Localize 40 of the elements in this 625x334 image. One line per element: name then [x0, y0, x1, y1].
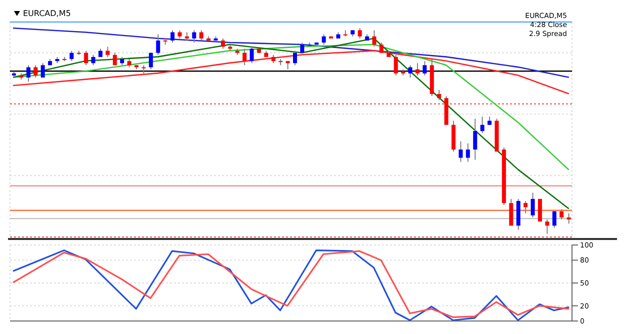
candlestick [250, 46, 254, 64]
candlestick [466, 142, 470, 162]
candlestick [530, 192, 535, 218]
candlestick [34, 64, 38, 78]
candlestick [192, 30, 196, 44]
candlestick [552, 210, 556, 228]
candlestick [148, 52, 153, 70]
candlestick [322, 34, 326, 46]
candlestick [26, 64, 30, 82]
candlestick [220, 38, 225, 50]
candlestick [379, 42, 384, 54]
candlestick [156, 34, 160, 56]
candlestick [473, 118, 478, 160]
candlestick [84, 50, 88, 66]
candlestick [358, 28, 362, 39]
candlestick [199, 30, 204, 42]
chart-title: EURCAD,M5 [23, 9, 71, 18]
candlestick [415, 62, 420, 76]
candlestick [394, 54, 398, 76]
candlestick [566, 212, 571, 224]
candlestick [372, 30, 376, 48]
candlestick [422, 60, 427, 76]
candlestick [112, 52, 117, 66]
candlestick [40, 62, 45, 78]
candlestick [545, 218, 550, 234]
candlestick [480, 116, 484, 134]
candlestick [242, 48, 247, 66]
candlestick [106, 46, 110, 58]
candlestick [170, 30, 175, 44]
candlestick [560, 208, 564, 220]
candlestick [408, 64, 412, 78]
candlestick [437, 89, 442, 101]
candlestick [458, 140, 463, 162]
candlestick [142, 64, 146, 74]
candlestick [91, 54, 96, 66]
candlestick [293, 50, 297, 66]
candlestick [300, 42, 304, 54]
candlestick [509, 198, 514, 226]
candlestick [524, 200, 528, 214]
candlestick [70, 50, 74, 62]
